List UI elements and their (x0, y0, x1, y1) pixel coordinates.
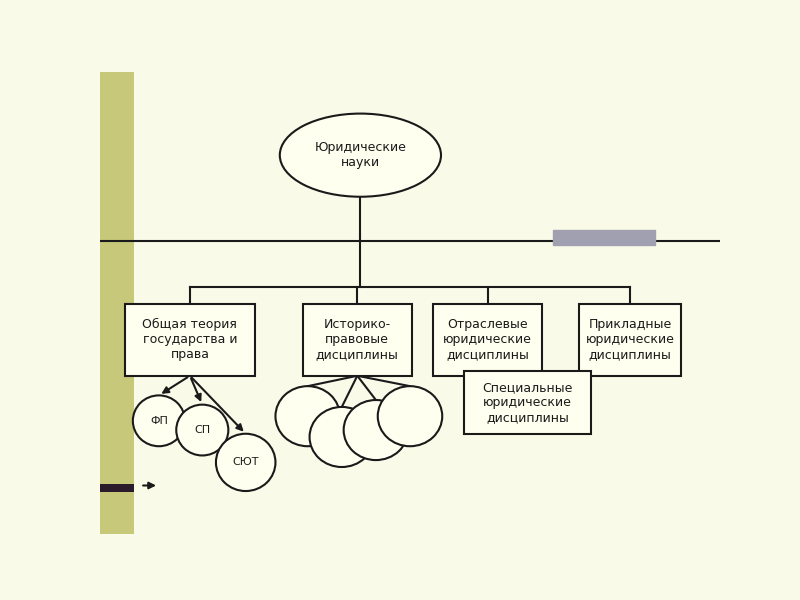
Text: ФП: ФП (150, 416, 168, 426)
Text: Отраслевые
юридические
дисциплины: Отраслевые юридические дисциплины (443, 319, 532, 361)
FancyBboxPatch shape (434, 304, 542, 376)
Text: Прикладные
юридические
дисциплины: Прикладные юридические дисциплины (586, 319, 674, 361)
Ellipse shape (378, 386, 442, 446)
Text: Юридические
науки: Юридические науки (314, 141, 406, 169)
FancyBboxPatch shape (125, 304, 255, 376)
Text: Специальные
юридические
дисциплины: Специальные юридические дисциплины (482, 381, 573, 424)
FancyBboxPatch shape (100, 484, 134, 493)
Text: Историко-
правовые
дисциплины: Историко- правовые дисциплины (316, 319, 398, 361)
Ellipse shape (133, 395, 185, 446)
FancyBboxPatch shape (464, 371, 591, 434)
FancyBboxPatch shape (303, 304, 411, 376)
Ellipse shape (310, 407, 374, 467)
Ellipse shape (344, 400, 408, 460)
Text: Общая теория
государства и
права: Общая теория государства и права (142, 319, 238, 361)
FancyBboxPatch shape (553, 230, 655, 245)
Ellipse shape (216, 434, 275, 491)
FancyBboxPatch shape (579, 304, 682, 376)
Ellipse shape (280, 113, 441, 197)
Ellipse shape (176, 404, 228, 455)
Text: СП: СП (194, 425, 210, 435)
Ellipse shape (275, 386, 340, 446)
FancyBboxPatch shape (100, 72, 134, 534)
Text: СЮТ: СЮТ (233, 457, 259, 467)
